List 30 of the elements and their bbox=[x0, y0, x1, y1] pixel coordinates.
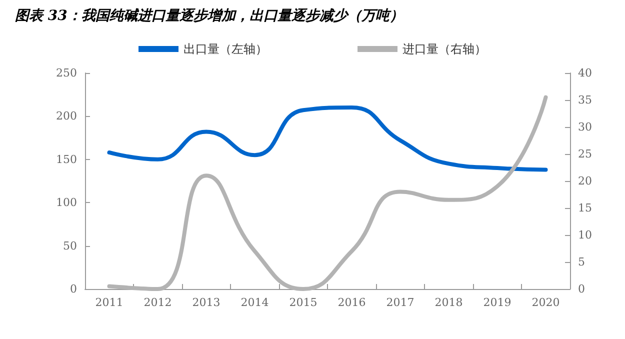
y2-tick-label: 20 bbox=[578, 174, 592, 188]
y-tick-label: 100 bbox=[56, 196, 77, 210]
line-series bbox=[107, 95, 548, 291]
y2-tick-label: 35 bbox=[578, 94, 592, 106]
y2-tick-label: 40 bbox=[578, 66, 592, 80]
y-tick-label: 200 bbox=[56, 110, 77, 123]
y2-tick-label: 0 bbox=[578, 282, 585, 296]
y2-tick-label: 30 bbox=[578, 120, 592, 134]
y2-tick-label: 5 bbox=[578, 256, 585, 268]
x-tick-label: 2019 bbox=[483, 296, 512, 309]
chart-title: 图表 33：我国纯碱进口量逐步增加，出口量逐步减少（万吨） bbox=[15, 8, 404, 24]
y-tick-label: 0 bbox=[70, 282, 77, 296]
legend-label: 出口量（左轴） bbox=[184, 42, 268, 56]
y2-tick-label: 25 bbox=[578, 148, 592, 160]
y-tick-label: 150 bbox=[56, 152, 77, 166]
line-series bbox=[107, 106, 548, 172]
y-tick-label: 250 bbox=[56, 66, 77, 80]
x-tick-label: 2014 bbox=[240, 296, 269, 309]
x-tick-label: 2012 bbox=[144, 296, 172, 309]
y-tick-label: 50 bbox=[63, 239, 77, 252]
y2-tick-label: 10 bbox=[578, 228, 592, 242]
x-tick-label: 2016 bbox=[338, 296, 366, 309]
legend-label: 进口量（右轴） bbox=[402, 42, 486, 56]
y2-tick-label: 15 bbox=[578, 202, 592, 214]
x-tick-label: 2018 bbox=[434, 296, 463, 309]
x-tick-label: 2015 bbox=[289, 296, 318, 309]
x-tick-label: 2013 bbox=[192, 296, 220, 309]
x-tick-label: 2020 bbox=[532, 296, 560, 309]
x-tick-label: 2017 bbox=[386, 296, 414, 309]
x-tick-label: 2011 bbox=[95, 296, 124, 309]
